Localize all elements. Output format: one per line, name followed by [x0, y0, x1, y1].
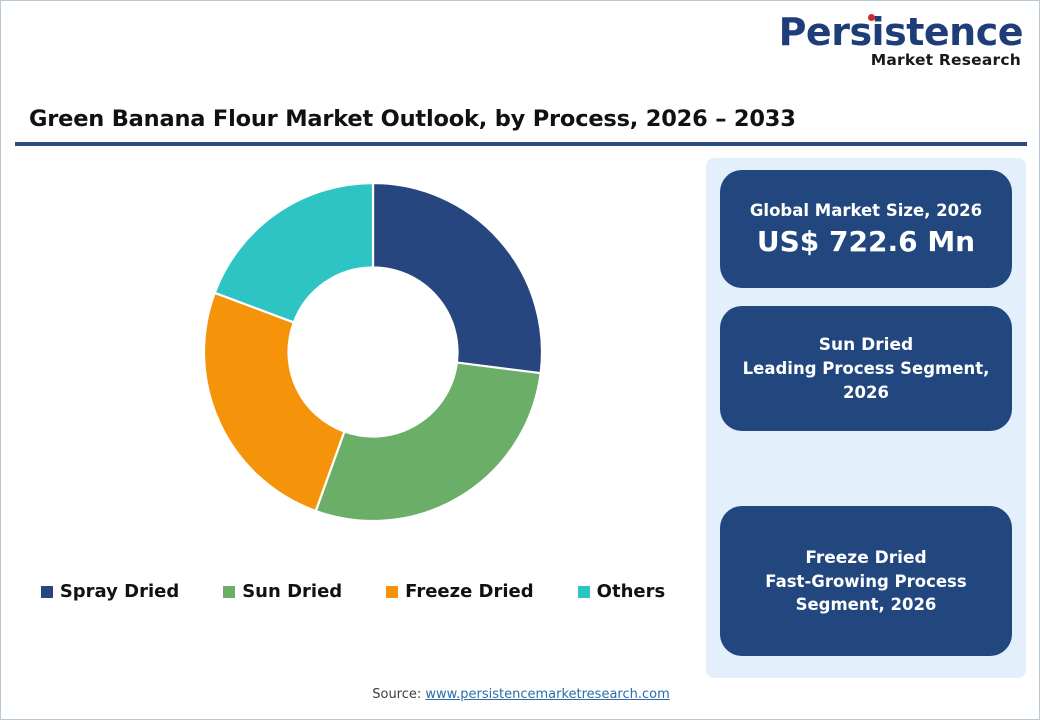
source-prefix: Source: — [372, 687, 426, 702]
legend-label: Spray Dried — [59, 581, 180, 602]
kpi-line-2: Fast-Growing Process — [765, 571, 967, 591]
logo-accent-dot-icon — [867, 14, 875, 21]
logo-brand-text: Persistence — [778, 10, 1024, 54]
logo-tagline-text: Market Research — [870, 51, 1021, 69]
legend-item-sun-dried[interactable]: Sun Dried — [223, 581, 342, 602]
kpi-line-3: 2026 — [843, 382, 889, 402]
donut-slice-sun-dried[interactable] — [314, 361, 542, 521]
donut-slice-others[interactable] — [213, 183, 375, 324]
kpi-line-2: Leading Process Segment, — [742, 359, 990, 379]
source-footer: Source: www.persistencemarketresearch.co… — [1, 687, 1040, 702]
kpi-card-leading-segment: Sun Dried Leading Process Segment, 2026 — [720, 306, 1012, 431]
page-title: Green Banana Flour Market Outlook, by Pr… — [29, 106, 796, 132]
donut-slice-spray-dried[interactable] — [371, 183, 542, 375]
legend-item-freeze-dried[interactable]: Freeze Dried — [386, 581, 534, 602]
legend-item-spray-dried[interactable]: Spray Dried — [40, 581, 180, 602]
kpi-value: US$ 722.6 Mn — [756, 224, 976, 258]
donut-slice-group — [204, 183, 542, 521]
title-divider — [15, 142, 1027, 146]
legend-label: Others — [596, 581, 666, 602]
kpi-card-fastgrowing-segment: Freeze Dried Fast-Growing Process Segmen… — [720, 506, 1012, 656]
kpi-line-1: Sun Dried — [818, 335, 914, 356]
donut-chart — [204, 183, 542, 521]
legend-swatch-icon — [386, 585, 399, 598]
legend-swatch-icon — [223, 585, 236, 598]
chart-legend: Spray Dried Sun Dried Freeze Dried Others — [15, 581, 691, 602]
kpi-panel: Global Market Size, 2026 US$ 722.6 Mn Su… — [706, 158, 1026, 678]
company-logo: Persistence Market Research — [778, 10, 1024, 69]
legend-item-others[interactable]: Others — [577, 581, 666, 602]
kpi-card-market-size: Global Market Size, 2026 US$ 722.6 Mn — [720, 170, 1012, 288]
source-link[interactable]: www.persistencemarketresearch.com — [425, 687, 670, 702]
kpi-caption: Global Market Size, 2026 — [749, 200, 983, 220]
kpi-line-3: Segment, 2026 — [795, 595, 937, 615]
legend-label: Sun Dried — [242, 581, 343, 602]
donut-slice-freeze-dried[interactable] — [204, 291, 346, 513]
kpi-line-1: Freeze Dried — [805, 547, 927, 568]
legend-swatch-icon — [40, 585, 53, 598]
chart-container — [15, 151, 691, 571]
legend-swatch-icon — [577, 585, 590, 598]
legend-label: Freeze Dried — [405, 581, 534, 602]
